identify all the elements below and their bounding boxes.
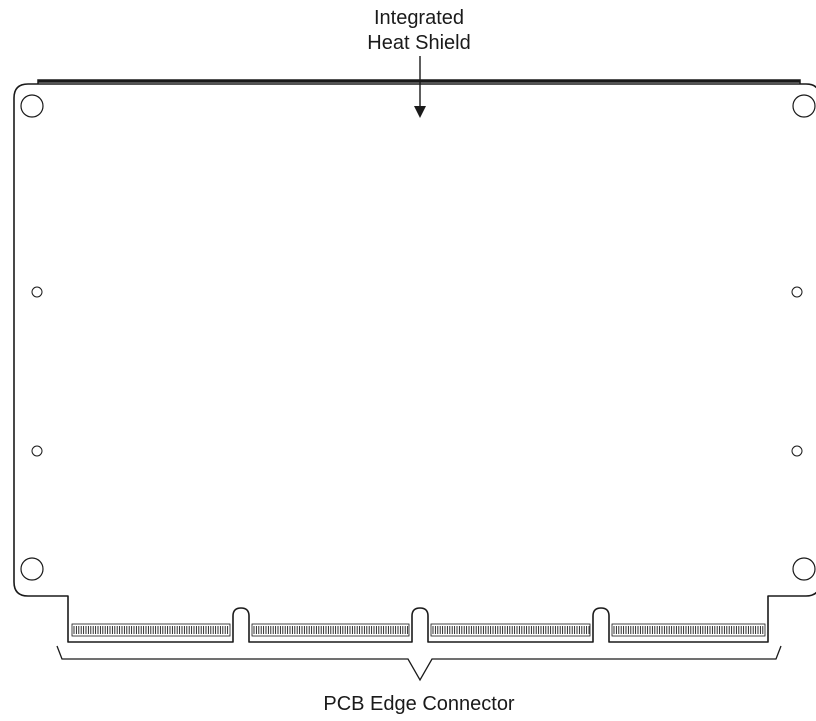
mounting-hole-top-right	[792, 94, 816, 118]
finger-group-2	[251, 623, 410, 637]
small-hole-right-lower	[791, 445, 803, 457]
finger-pins-4	[613, 626, 764, 634]
small-hole-left-upper	[31, 286, 43, 298]
finger-group-4	[611, 623, 766, 637]
edge-connector-fingers	[71, 623, 766, 637]
card-body-outline	[13, 83, 816, 643]
edge-connector-brace	[56, 645, 782, 682]
heat-shield-label-line1: Integrated	[374, 7, 464, 29]
finger-pins-3	[432, 626, 590, 634]
mounting-hole-top-left	[20, 94, 44, 118]
edge-connector-label: PCB Edge Connector	[323, 693, 515, 715]
small-hole-right-upper	[791, 286, 803, 298]
finger-group-1	[71, 623, 231, 637]
finger-group-3	[430, 623, 591, 637]
heat-shield-label-line2: Heat Shield	[367, 32, 470, 54]
mounting-hole-bottom-right	[792, 557, 816, 581]
small-hole-left-lower	[31, 445, 43, 457]
mounting-hole-bottom-left	[20, 557, 44, 581]
finger-pins-1	[73, 626, 229, 634]
heat-shield-arrow	[414, 56, 426, 118]
finger-pins-2	[253, 626, 409, 634]
